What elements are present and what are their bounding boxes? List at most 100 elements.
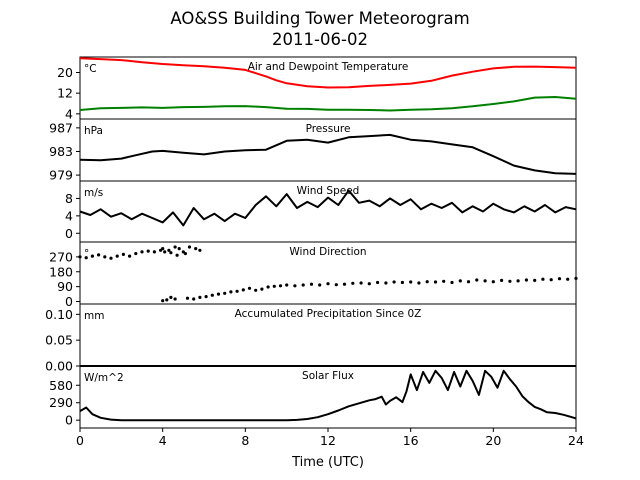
data-point (516, 279, 520, 283)
data-point (458, 279, 462, 283)
data-point (442, 279, 446, 283)
y-tick-label: 983 (49, 144, 73, 159)
data-point (163, 250, 167, 254)
x-tick-label: 24 (568, 433, 584, 448)
data-point (84, 256, 88, 260)
data-point (185, 296, 190, 300)
data-point (318, 283, 322, 287)
data-point (140, 250, 144, 254)
data-point (223, 291, 227, 295)
data-point (173, 297, 177, 301)
series-line-0 (79, 133, 577, 175)
data-point (425, 280, 429, 284)
data-point (549, 278, 553, 282)
y-tick-label: 979 (49, 168, 73, 183)
x-tick-label: 0 (76, 433, 84, 448)
data-point (409, 280, 413, 284)
y-tick-label: 270 (49, 249, 73, 264)
y-tick-label: 0.05 (45, 333, 73, 348)
panel-unit: hPa (84, 125, 103, 137)
y-tick-label: 90 (57, 279, 73, 294)
panel-temperature: 4 12 20 Air and Dewpoint Temperature °C (57, 56, 577, 121)
x-tick-label: 20 (485, 433, 501, 448)
y-tick-label: 0 (65, 226, 73, 241)
data-point (392, 280, 396, 284)
data-point (128, 254, 132, 258)
data-point (334, 283, 338, 287)
data-point (216, 292, 221, 296)
data-point (146, 249, 150, 253)
data-point (194, 247, 198, 251)
panel-title: Pressure (306, 123, 351, 135)
data-point (167, 248, 171, 252)
y-tick-label: 20 (57, 65, 73, 80)
data-point (115, 254, 119, 258)
data-point (417, 281, 421, 285)
x-tick-label: 16 (403, 433, 419, 448)
panel-unit: ° (84, 248, 89, 260)
data-point (254, 288, 258, 292)
data-point (109, 256, 113, 260)
data-point (90, 254, 94, 258)
data-point (450, 280, 454, 285)
data-point (351, 281, 355, 285)
x-tick-label: 12 (320, 433, 336, 448)
data-point (500, 278, 504, 282)
data-point (541, 277, 545, 281)
data-point (566, 277, 570, 281)
data-point (210, 293, 214, 297)
panel-pressure: 979 983 987 Pressure hPa (49, 118, 577, 183)
data-point (169, 251, 173, 255)
data-point (173, 245, 177, 249)
series-line-0 (79, 369, 577, 422)
panel-wind-speed: 0 4 8 Wind Speed m/s (65, 180, 577, 243)
data-point (326, 282, 330, 286)
panel-title: Air and Dewpoint Temperature (248, 61, 409, 73)
panel-title: Wind Direction (289, 246, 366, 258)
panel-unit: °C (84, 63, 97, 75)
x-tick-label: 4 (159, 433, 167, 448)
data-point (235, 289, 239, 293)
panel-unit: m/s (84, 187, 103, 199)
data-point (177, 247, 181, 251)
data-point (121, 252, 125, 256)
panel-unit: mm (84, 310, 104, 322)
series-line-1 (79, 96, 577, 112)
data-point (229, 290, 233, 294)
data-point (247, 286, 252, 290)
x-tick-label: 8 (241, 433, 249, 448)
data-point (359, 281, 363, 285)
data-point (483, 279, 487, 283)
data-point (161, 247, 165, 251)
series-line-0 (79, 57, 577, 89)
x-axis-label: Time (UTC) (291, 455, 364, 470)
figure-title: AO&SS Building Tower Meteorogram (170, 9, 469, 28)
y-tick-label: 987 (49, 120, 73, 135)
panel-title: Accumulated Precipitation Since 0Z (235, 308, 422, 320)
data-point (376, 280, 380, 285)
data-point (508, 279, 512, 283)
data-point (574, 276, 578, 280)
data-point (169, 295, 173, 299)
data-point (266, 285, 270, 289)
data-point (293, 284, 297, 288)
y-tick-label: 580 (49, 378, 73, 393)
data-point (204, 295, 208, 299)
data-point (165, 298, 169, 302)
data-point (241, 288, 245, 292)
data-point (152, 250, 156, 254)
data-point (260, 287, 264, 291)
panel-title: Wind Speed (297, 185, 360, 197)
data-point (272, 284, 276, 288)
y-tick-label: 0.00 (45, 359, 73, 374)
y-tick-label: 12 (57, 86, 73, 101)
data-point (183, 252, 187, 256)
data-point (278, 284, 283, 288)
y-tick-label: 4 (65, 106, 73, 121)
data-point (198, 248, 202, 252)
x-axis: 0 4 8 12 16 20 24 (76, 428, 584, 448)
data-point (161, 299, 165, 303)
data-point (491, 280, 495, 284)
data-point (301, 283, 305, 287)
